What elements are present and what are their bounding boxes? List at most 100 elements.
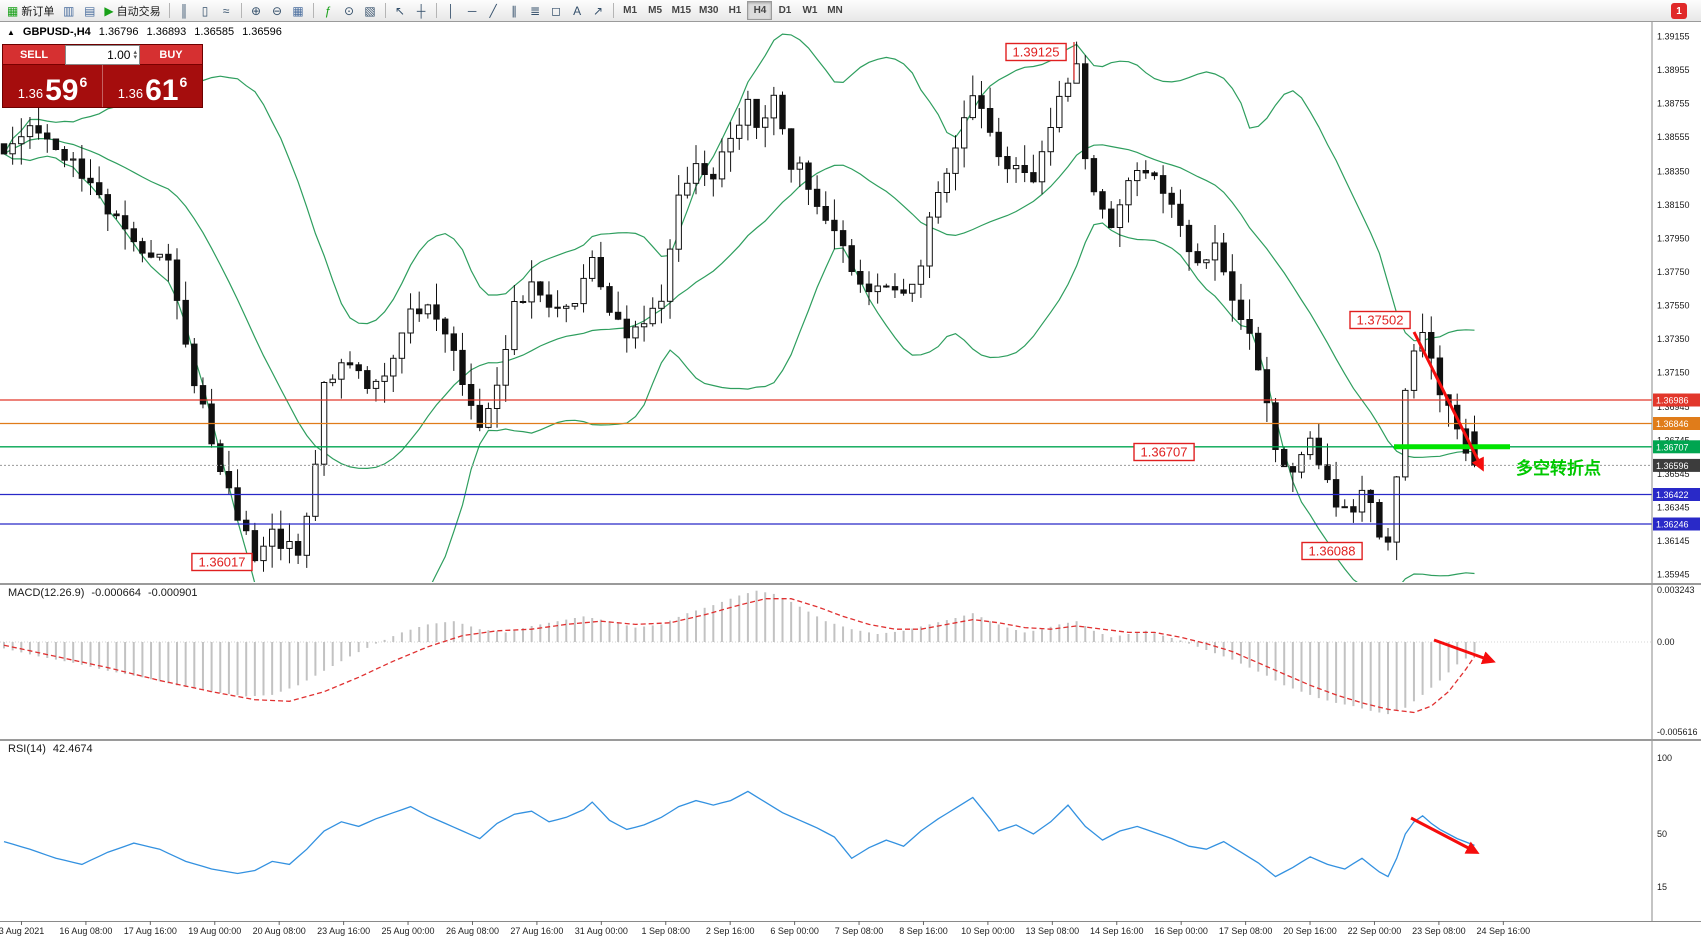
zoom-out-button[interactable]: ⊖ (267, 1, 288, 20)
buy-price-big: 61 (145, 74, 179, 107)
symbol-direction-icon: ▲ (7, 27, 15, 37)
horizontal-line-button[interactable]: ─ (462, 1, 483, 20)
svg-text:1.36945: 1.36945 (1657, 402, 1690, 412)
rsi-name: RSI(14) (8, 743, 46, 755)
svg-text:1.36345: 1.36345 (1657, 502, 1690, 512)
main-chart-panel (0, 33, 1652, 582)
volume-down-icon[interactable]: ▾ (133, 54, 137, 61)
svg-text:14 Sep 16:00: 14 Sep 16:00 (1090, 926, 1144, 936)
timeframe-m30-button[interactable]: M30 (695, 1, 722, 20)
price-callout[interactable]: 1.36707 (1133, 442, 1195, 462)
channel-button[interactable]: ∥ (504, 1, 525, 20)
text-icon: A (573, 3, 582, 18)
svg-text:1.36707: 1.36707 (1656, 442, 1689, 452)
svg-text:1 Sep 08:00: 1 Sep 08:00 (641, 926, 690, 936)
trendline-icon: ╱ (489, 3, 497, 18)
time-axis[interactable]: 3 Aug 2021 16 Aug 08:00 17 Aug 16:00 19 Aug… (0, 921, 1530, 936)
svg-text:8 Sep 16:00: 8 Sep 16:00 (899, 926, 948, 936)
rsi-indicator-label: RSI(14) 42.4674 (8, 743, 93, 755)
svg-text:1.37150: 1.37150 (1657, 368, 1690, 378)
chart-annotations: 1.39125 1.37502 1.36707 1.36017 1.36088 多空转折点 (191, 42, 1601, 854)
timeframe-m5-button[interactable]: M5 (643, 1, 668, 20)
text-button[interactable]: A (567, 1, 588, 20)
chart-ohlc-info: ▲ GBPUSD-,H4 1.36796 1.36893 1.36585 1.3… (7, 26, 282, 38)
sell-button[interactable]: SELL (3, 45, 65, 65)
periods-button[interactable]: ⊙ (339, 1, 360, 20)
profiles-button[interactable]: ▤ (79, 1, 100, 20)
autotrade-icon: ▶ (104, 3, 114, 18)
candlestick-type-button[interactable]: ▯ (195, 1, 216, 20)
svg-text:1.38955: 1.38955 (1657, 65, 1690, 75)
buy-price-pip: 6 (179, 74, 188, 90)
line-chart-type-button[interactable]: ≈ (216, 1, 237, 20)
arrow-tool-button[interactable]: ↗ (588, 1, 609, 20)
tile-windows-button[interactable]: ▦ (288, 1, 309, 20)
sell-price-prefix: 1.36 (17, 86, 44, 101)
svg-text:1.36017: 1.36017 (199, 555, 246, 570)
volume-stepper[interactable]: ▴ ▾ (133, 49, 137, 61)
bar-chart-type-button[interactable]: ║ (174, 1, 195, 20)
svg-text:27 Aug 16:00: 27 Aug 16:00 (510, 926, 563, 936)
price-callout[interactable]: 1.36088 (1301, 541, 1363, 561)
timeframe-m1-button[interactable]: M1 (618, 1, 643, 20)
panel-dividers[interactable] (0, 583, 1701, 922)
charts-button[interactable]: ▥ (58, 1, 79, 20)
price-callout[interactable]: 1.39125 (1005, 42, 1075, 80)
svg-text:1.36422: 1.36422 (1656, 490, 1689, 500)
svg-text:1.38755: 1.38755 (1657, 99, 1690, 109)
new-order-button[interactable]: ▦ 新订单 (3, 1, 58, 20)
sell-price-display[interactable]: 1.36 59 6 (3, 65, 102, 107)
price-callout[interactable]: 1.37502 (1349, 310, 1411, 330)
cursor-button[interactable]: ↖ (390, 1, 411, 20)
new-order-button-label: 新订单 (21, 5, 55, 18)
price-callout[interactable]: 1.36017 (191, 552, 253, 572)
volume-value: 1.00 (107, 48, 131, 62)
volume-input[interactable]: 1.00 ▴ ▾ (65, 45, 140, 65)
vertical-line-button[interactable]: │ (441, 1, 462, 20)
notifications-badge[interactable]: 1 (1671, 3, 1687, 19)
zoom-in-button[interactable]: ⊕ (246, 1, 267, 20)
rsi-panel (3, 790, 1475, 878)
price-tag-1.36246 (1653, 517, 1700, 531)
svg-text:6 Sep 00:00: 6 Sep 00:00 (770, 926, 819, 936)
svg-text:20 Sep 16:00: 20 Sep 16:00 (1283, 926, 1337, 936)
fibonacci-button[interactable]: ≣ (525, 1, 546, 20)
one-click-trading-panel: SELL 1.00 ▴ ▾ BUY 1.36 59 6 1.36 61 6 (2, 44, 203, 108)
svg-text:17 Sep 08:00: 17 Sep 08:00 (1219, 926, 1273, 936)
timeframe-d1-button[interactable]: D1 (772, 1, 797, 20)
crosshair-button[interactable]: ┼ (411, 1, 432, 20)
turning-point-label[interactable]: 多空转折点 (1516, 458, 1601, 478)
buy-price-display[interactable]: 1.36 61 6 (102, 65, 202, 107)
horizontal-level-lines[interactable] (0, 399, 1652, 525)
templates-icon: ▧ (364, 3, 376, 18)
indicators-icon: ƒ (324, 3, 332, 18)
toolbar-separator (435, 3, 437, 18)
svg-text:1.35945: 1.35945 (1657, 569, 1690, 579)
timeframe-mn-button[interactable]: MN (822, 1, 847, 20)
autotrade-button[interactable]: ▶ 自动交易 (100, 1, 164, 20)
shapes-button[interactable]: ◻ (546, 1, 567, 20)
price-axis[interactable]: 1.39155 1.38955 1.38755 1.38555 1.38350 1.381… (1651, 22, 1700, 921)
trend-arrow-main[interactable] (1412, 331, 1484, 472)
low-value: 1.36585 (194, 26, 235, 38)
tile-windows-icon: ▦ (292, 3, 304, 18)
cursor-icon: ↖ (395, 3, 406, 18)
trend-arrow-rsi[interactable] (1410, 816, 1480, 854)
toolbar-separator (168, 3, 170, 18)
timeframe-w1-button[interactable]: W1 (797, 1, 822, 20)
trendline-button[interactable]: ╱ (483, 1, 504, 20)
indicators-button[interactable]: ƒ (318, 1, 339, 20)
bar-chart-type-icon: ║ (179, 3, 189, 18)
trend-arrow-macd[interactable] (1433, 638, 1496, 665)
volume-up-icon[interactable]: ▴ (133, 49, 137, 56)
svg-text:0.003243: 0.003243 (1657, 585, 1695, 595)
buy-button[interactable]: BUY (140, 45, 202, 65)
timeframe-m15-button[interactable]: M15 (668, 1, 695, 20)
shapes-icon: ◻ (551, 3, 562, 18)
sell-price-pip: 6 (79, 74, 88, 90)
timeframe-h4-button[interactable]: H4 (747, 1, 773, 20)
timeframe-h1-button[interactable]: H1 (722, 1, 747, 20)
templates-button[interactable]: ▧ (360, 1, 381, 20)
sell-price-big: 59 (45, 74, 79, 107)
